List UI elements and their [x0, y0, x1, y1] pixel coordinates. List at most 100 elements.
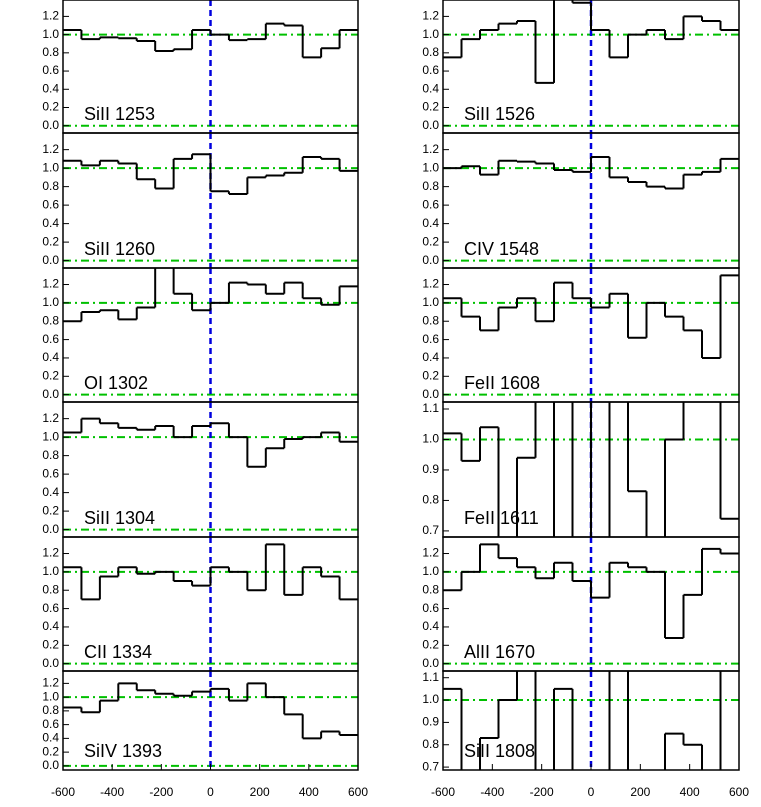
y-tick-label: 0.6: [42, 717, 59, 731]
y-tick-label: 0.0: [42, 387, 59, 401]
y-tick-label: 0.8: [42, 582, 59, 596]
x-tick-label: 200: [250, 785, 270, 799]
panel: [443, 402, 739, 537]
y-tick-label: 1.2: [42, 546, 59, 560]
y-tick-label: 1.2: [422, 277, 439, 291]
y-tick-label: 0.8: [422, 493, 439, 507]
y-tick-label: 0.2: [422, 100, 439, 114]
x-tick-label: -400: [100, 785, 124, 799]
x-tick-label: -200: [530, 785, 554, 799]
panel-label: CIV 1548: [464, 239, 539, 259]
y-tick-label: 1.1: [422, 401, 439, 415]
y-tick-label: 1.2: [422, 546, 439, 560]
y-tick-label: 0.6: [422, 63, 439, 77]
y-tick-label: 0.2: [42, 744, 59, 758]
panel-label: SiIV 1393: [84, 741, 162, 761]
y-tick-label: 0.4: [422, 216, 439, 230]
y-tick-label: 0.8: [42, 179, 59, 193]
y-tick-label: 0.2: [42, 503, 59, 517]
panel-label: FeII 1608: [464, 373, 540, 393]
y-tick-label: 0.2: [422, 234, 439, 248]
x-tick-label: 600: [729, 785, 749, 799]
y-tick-label: 0.9: [422, 715, 439, 729]
y-tick-label: 0.0: [42, 758, 59, 772]
y-tick-label: 0.0: [422, 387, 439, 401]
y-tick-label: 0.8: [42, 45, 59, 59]
y-tick-label: 1.0: [422, 432, 439, 446]
panel: [63, 402, 358, 537]
y-tick-label: 0.8: [422, 737, 439, 751]
y-tick-label: 0.4: [42, 485, 59, 499]
y-tick-label: 1.2: [42, 411, 59, 425]
y-tick-label: 1.2: [42, 9, 59, 23]
panel-label: SiII 1260: [84, 239, 155, 259]
x-tick-label: 400: [299, 785, 319, 799]
y-tick-label: 0.2: [42, 637, 59, 651]
y-tick-label: 1.0: [42, 689, 59, 703]
panel-label: SiII 1304: [84, 508, 155, 528]
y-tick-label: 0.0: [422, 656, 439, 670]
y-tick-label: 1.2: [42, 142, 59, 156]
y-tick-label: 0.6: [42, 332, 59, 346]
panel-label: OI 1302: [84, 373, 148, 393]
panel: [63, 268, 358, 402]
panel: [443, 133, 739, 268]
y-tick-label: 1.0: [422, 160, 439, 174]
y-tick-label: 0.6: [42, 601, 59, 615]
y-tick-label: 1.0: [42, 295, 59, 309]
y-tick-label: 0.2: [42, 368, 59, 382]
y-tick-label: 0.6: [42, 63, 59, 77]
y-tick-label: 0.9: [422, 462, 439, 476]
y-tick-label: 0.8: [42, 448, 59, 462]
y-tick-label: 0.8: [422, 582, 439, 596]
panel-label: SiII 1253: [84, 104, 155, 124]
x-tick-label: -600: [431, 785, 455, 799]
y-tick-label: 0.4: [422, 81, 439, 95]
y-tick-label: 1.2: [42, 277, 59, 291]
y-tick-label: 0.2: [42, 234, 59, 248]
y-tick-label: 0.4: [42, 731, 59, 745]
y-tick-label: 0.4: [42, 350, 59, 364]
panel-label: FeII 1611: [464, 508, 539, 528]
y-tick-label: 0.8: [42, 313, 59, 327]
y-tick-label: 1.0: [42, 160, 59, 174]
x-tick-label: 400: [680, 785, 700, 799]
y-tick-label: 1.0: [422, 295, 439, 309]
y-tick-label: 0.6: [422, 197, 439, 211]
y-tick-label: 0.2: [422, 637, 439, 651]
y-tick-label: 0.0: [42, 522, 59, 536]
y-tick-label: 0.6: [422, 601, 439, 615]
y-tick-label: 1.0: [42, 429, 59, 443]
y-tick-label: 0.4: [42, 619, 59, 633]
y-tick-label: 0.2: [42, 100, 59, 114]
y-tick-label: 0.6: [422, 332, 439, 346]
y-tick-label: 0.4: [42, 216, 59, 230]
y-tick-label: 1.1: [422, 670, 439, 684]
y-tick-label: 0.7: [422, 759, 439, 773]
y-tick-label: 0.4: [42, 81, 59, 95]
x-tick-label: 200: [630, 785, 650, 799]
panel: [63, 537, 358, 671]
panel-label: SiII 1526: [464, 104, 535, 124]
y-tick-label: 0.6: [42, 197, 59, 211]
panel: [443, 537, 739, 671]
y-tick-label: 1.2: [422, 9, 439, 23]
panel: [63, 0, 358, 133]
y-tick-label: 0.0: [422, 118, 439, 132]
y-tick-label: 1.0: [42, 27, 59, 41]
y-tick-label: 0.4: [422, 619, 439, 633]
panel-label: AlII 1670: [464, 642, 535, 662]
x-tick-label: 0: [588, 785, 595, 799]
panel: [443, 0, 739, 133]
y-tick-label: 0.0: [42, 118, 59, 132]
y-tick-label: 0.7: [422, 523, 439, 537]
panel: [443, 268, 739, 402]
y-tick-label: 0.6: [42, 466, 59, 480]
x-tick-label: -600: [51, 785, 75, 799]
x-tick-label: -400: [480, 785, 504, 799]
y-tick-label: 1.2: [42, 676, 59, 690]
x-tick-label: 600: [348, 785, 368, 799]
y-tick-label: 1.0: [422, 564, 439, 578]
y-tick-label: 0.8: [422, 179, 439, 193]
